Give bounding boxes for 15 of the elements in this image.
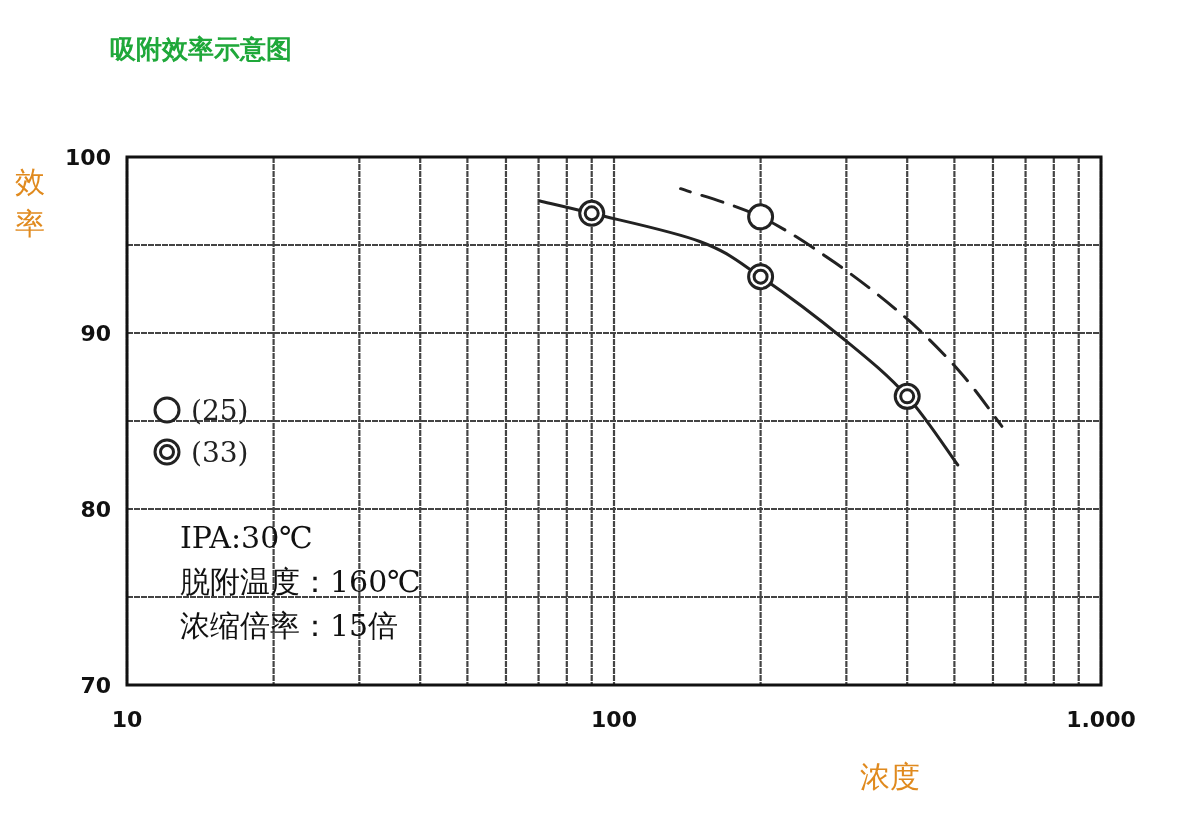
annotation: 脱附温度：160℃ (180, 564, 421, 599)
annotation: 浓缩倍率：15倍 (180, 608, 399, 643)
legend-label: (33) (191, 436, 249, 469)
chart-title: 吸附效率示意图 (110, 34, 292, 64)
legend-label: (25) (191, 394, 249, 427)
x-tick-label: 1.000 (1066, 707, 1136, 732)
x-tick-label: 100 (591, 707, 637, 732)
y-tick-label: 80 (80, 497, 111, 522)
x-tick-label: 10 (111, 707, 143, 732)
y-axis-title: 效率 (15, 164, 45, 241)
y-tick-label: 70 (80, 673, 111, 698)
x-axis-title: 浓度 (860, 759, 920, 794)
y-tick-label: 90 (80, 321, 111, 346)
annotation: IPA:30℃ (180, 520, 313, 555)
y-tick-label: 100 (65, 145, 111, 170)
